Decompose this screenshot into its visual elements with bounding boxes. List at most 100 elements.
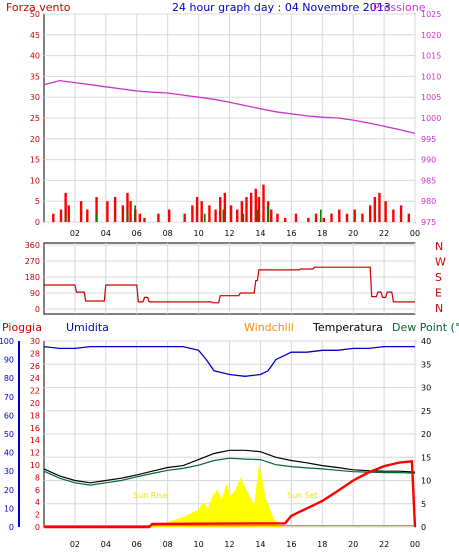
wind-bar xyxy=(307,217,310,222)
gust-bar xyxy=(64,213,67,222)
wind-bar xyxy=(208,205,211,222)
compass-label: W xyxy=(435,256,446,269)
wind-tick-label: 20 xyxy=(30,135,40,144)
wind-bar xyxy=(138,213,142,222)
rain-line xyxy=(44,459,417,529)
rain-axis-title: Pioggia xyxy=(2,321,42,334)
rain-tick-label: 2 xyxy=(35,511,40,520)
wind-bar xyxy=(276,213,279,222)
direction-tick-label: 90 xyxy=(30,289,40,298)
wind-tick-label: 30 xyxy=(30,93,40,102)
wind-bar xyxy=(399,205,403,222)
wind-bar xyxy=(229,205,233,222)
humidity-tick-label: 80 xyxy=(4,374,14,383)
x-tick-label: 18 xyxy=(317,540,327,549)
pressure-tick-label: 1005 xyxy=(421,93,441,102)
wind-tick-label: 15 xyxy=(30,156,40,165)
direction-tick-label: 0 xyxy=(35,305,40,314)
dewpoint-line xyxy=(43,457,416,486)
pressure-tick-label: 1025 xyxy=(421,10,441,19)
pressure-tick-label: 1015 xyxy=(421,52,441,61)
humidity-tick-label: 100 xyxy=(0,337,14,346)
x-tick-label: 08 xyxy=(163,540,173,549)
wind-bar xyxy=(245,197,248,222)
humidity-tick-label: 70 xyxy=(4,393,14,402)
pressure-tick-label: 995 xyxy=(421,135,436,144)
compass-label: S xyxy=(435,271,442,284)
wind-bar xyxy=(79,201,83,222)
wind-bar xyxy=(67,205,70,222)
wind-speed-bars xyxy=(52,184,411,222)
wind-bar xyxy=(157,213,160,222)
compass-label: N xyxy=(435,302,443,315)
wind-bar xyxy=(121,205,125,222)
gust-bar xyxy=(242,213,245,222)
wind-bar xyxy=(106,201,109,222)
x-tick-label: 16 xyxy=(286,229,296,238)
wind-bar xyxy=(240,201,244,222)
pressure-tick-label: 980 xyxy=(421,197,436,206)
temperature-tick-label: 40 xyxy=(421,337,431,346)
temperature-tick-label: 15 xyxy=(421,453,431,462)
wind-tick-label: 10 xyxy=(30,176,40,185)
wind-bar xyxy=(126,192,129,222)
humidity-tick-label: 60 xyxy=(4,411,14,420)
wind-bar xyxy=(368,205,372,222)
wind-bar xyxy=(373,197,377,222)
gust-bar xyxy=(319,209,322,222)
wind-gust-bars xyxy=(64,205,322,222)
pressure-axis-ticks: 975 980 985 990 995 1000 1005 1010 1015 1020 1025 xyxy=(421,10,441,227)
compass-label: E xyxy=(435,287,442,300)
x-tick-label: 04 xyxy=(101,229,111,238)
rain-tick-label: 30 xyxy=(30,337,40,346)
pressure-tick-label: 1020 xyxy=(421,31,441,40)
rain-tick-label: 0 xyxy=(35,523,40,532)
wind-bar xyxy=(200,201,203,222)
gust-bar xyxy=(95,213,98,222)
gust-bar xyxy=(267,205,269,222)
wind-tick-label: 25 xyxy=(30,114,40,123)
rain-tick-label: 6 xyxy=(35,486,40,495)
direction-tick-label: 180 xyxy=(25,273,40,282)
wind-bar xyxy=(214,209,217,222)
wind-tick-label: 35 xyxy=(30,72,40,81)
wind-axis-ticks: 0 5 10 15 20 25 30 35 40 45 50 xyxy=(30,10,40,227)
wind-bar xyxy=(195,197,199,222)
x-tick-label: 14 xyxy=(255,540,265,549)
pressure-tick-label: 1000 xyxy=(421,114,441,123)
rain-tick-label: 4 xyxy=(35,498,40,507)
wind-axis-title: Forza vento xyxy=(6,1,71,14)
wind-bar xyxy=(59,209,63,222)
x-tick-label: 20 xyxy=(348,540,358,549)
gust-bar xyxy=(134,205,137,222)
wind-bar xyxy=(191,205,194,222)
temperature-tick-label: 0 xyxy=(421,523,426,532)
humidity-tick-label: 40 xyxy=(4,449,14,458)
panel-wind-pressure-grid xyxy=(44,13,416,223)
x-tick-label: 12 xyxy=(224,229,234,238)
x-tick-label: 00 xyxy=(410,540,420,549)
wind-bar xyxy=(345,213,349,222)
pressure-tick-label: 975 xyxy=(421,218,436,227)
direction-tick-label: 360 xyxy=(25,241,40,250)
humidity-tick-label: 90 xyxy=(4,356,14,365)
wind-tick-label: 0 xyxy=(35,218,40,227)
wind-tick-label: 5 xyxy=(35,197,40,206)
pressure-tick-label: 990 xyxy=(421,156,436,165)
gust-bar xyxy=(222,209,225,222)
wind-bar xyxy=(314,213,318,222)
x-tick-label: 02 xyxy=(70,540,80,549)
temperature-tick-label: 25 xyxy=(421,407,431,416)
wind-bar xyxy=(407,213,411,222)
wind-bar xyxy=(143,217,146,222)
wind-bar xyxy=(236,209,239,222)
x-tick-label: 16 xyxy=(286,540,296,549)
x-tick-label: 14 xyxy=(255,229,265,238)
wind-bar xyxy=(249,192,253,222)
pressure-line xyxy=(43,79,416,135)
wind-tick-label: 40 xyxy=(30,52,40,61)
rain-tick-label: 28 xyxy=(30,349,40,358)
rain-tick-label: 10 xyxy=(30,461,40,470)
